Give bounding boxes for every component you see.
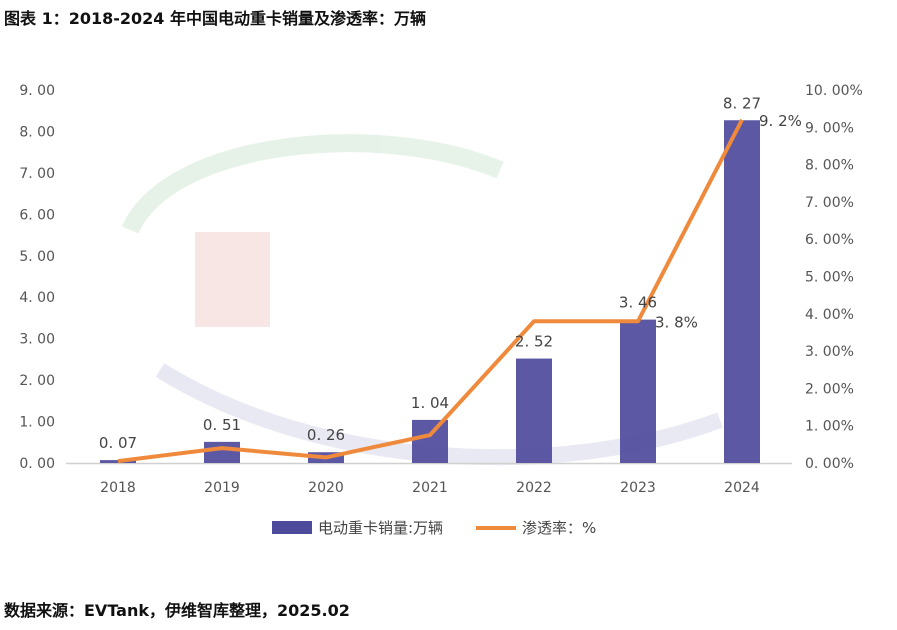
bar-label: 0. 26 (307, 426, 345, 444)
bar-label: 2. 52 (515, 333, 553, 351)
source-note: 数据来源：EVTank，伊维智库整理，2025.02 (4, 601, 350, 620)
x-axis-tick: 2018 (100, 480, 136, 496)
legend-line-label: 渗透率：% (522, 519, 596, 537)
x-axis-tick: 2024 (724, 480, 760, 496)
line-label: 3. 8% (655, 313, 698, 331)
right-axis-tick: 5. 00% (805, 270, 854, 286)
bar (516, 358, 552, 463)
left-axis-tick: 4. 00 (19, 290, 55, 306)
x-axis-tick: 2022 (516, 480, 552, 496)
left-axis-tick: 8. 00 (19, 124, 55, 140)
right-axis-tick: 10. 00% (805, 83, 863, 99)
bar (620, 319, 656, 463)
x-axis-tick: 2019 (204, 480, 240, 496)
bar-label: 0. 07 (99, 434, 137, 452)
left-axis-tick: 7. 00 (19, 166, 55, 182)
legend-bar-swatch (272, 521, 312, 534)
line-label: 9. 2% (759, 112, 802, 130)
bar (204, 441, 240, 463)
bar (412, 419, 448, 463)
left-axis-tick: 1. 00 (19, 415, 55, 431)
legend-bar-label: 电动重卡销量:万辆 (318, 519, 443, 537)
left-axis-tick: 2. 00 (19, 373, 55, 389)
right-axis-tick: 9. 00% (805, 120, 854, 136)
left-axis-tick: 6. 00 (19, 207, 55, 223)
bar-label: 8. 27 (723, 94, 761, 112)
right-axis-tick: 0. 00% (805, 456, 854, 472)
right-axis-tick: 1. 00% (805, 419, 854, 435)
left-axis-tick: 0. 00 (19, 456, 55, 472)
chart-title: 图表 1：2018-2024 年中国电动重卡销量及渗透率：万辆 (4, 9, 426, 28)
bar (724, 120, 760, 463)
left-axis-tick: 3. 00 (19, 332, 55, 348)
x-axis-tick: 2020 (308, 480, 344, 496)
right-axis-tick: 2. 00% (805, 381, 854, 397)
x-axis-tick: 2021 (412, 480, 448, 496)
right-axis-tick: 4. 00% (805, 307, 854, 323)
right-axis-tick: 3. 00% (805, 344, 854, 360)
bar-label: 3. 46 (619, 294, 657, 312)
right-axis-tick: 7. 00% (805, 195, 854, 211)
left-axis-tick: 9. 00 (19, 83, 55, 99)
bar-label: 1. 04 (411, 394, 449, 412)
left-axis-tick: 5. 00 (19, 249, 55, 265)
x-axis-tick: 2023 (620, 480, 656, 496)
right-axis-tick: 8. 00% (805, 158, 854, 174)
bar (100, 460, 136, 463)
bar-label: 0. 51 (203, 416, 241, 434)
right-axis-tick: 6. 00% (805, 232, 854, 248)
